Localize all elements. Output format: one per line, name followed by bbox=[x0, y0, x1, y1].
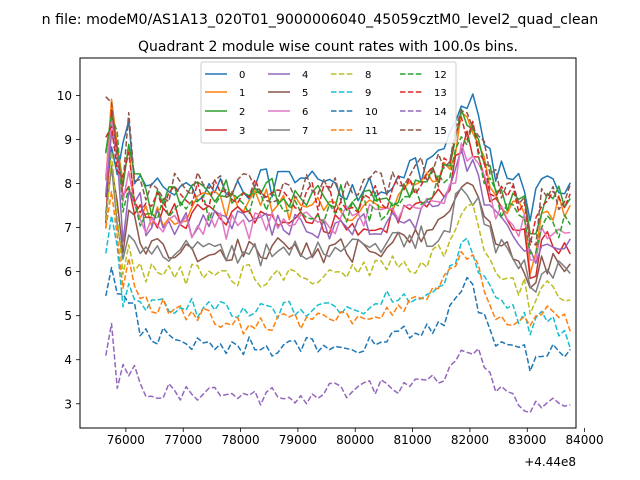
series-line-0 bbox=[105, 93, 571, 222]
legend-label-2: 2 bbox=[239, 107, 245, 118]
figure-suptitle: n file: modeM0/AS1A13_020T01_9000006040_… bbox=[42, 12, 599, 28]
y-tick-label: 4 bbox=[64, 353, 72, 367]
legend-label-8: 8 bbox=[365, 70, 371, 81]
legend-label-9: 9 bbox=[365, 88, 371, 99]
series-line-11 bbox=[105, 190, 571, 335]
y-tick-label: 9 bbox=[64, 133, 72, 147]
series-line-15 bbox=[105, 96, 571, 246]
legend-label-4: 4 bbox=[302, 70, 308, 81]
x-tick-label: 82000 bbox=[451, 433, 489, 447]
legend-label-1: 1 bbox=[239, 88, 245, 99]
series-line-3 bbox=[105, 109, 571, 280]
legend-label-3: 3 bbox=[239, 126, 245, 137]
x-tick-label: 77000 bbox=[164, 433, 202, 447]
legend-label-14: 14 bbox=[434, 107, 447, 118]
series-line-10 bbox=[105, 266, 571, 372]
legend-label-15: 15 bbox=[434, 126, 447, 137]
series-line-12 bbox=[105, 114, 571, 255]
plot-frame bbox=[79, 57, 577, 429]
legend-frame bbox=[200, 61, 457, 144]
series-line-2 bbox=[105, 108, 571, 235]
y-tick-label: 5 bbox=[64, 309, 72, 323]
y-tick-label: 7 bbox=[64, 221, 72, 235]
y-axis: 3 4 5 6 7 8 9 10 bbox=[57, 89, 80, 411]
y-tick-label: 3 bbox=[64, 397, 72, 411]
plot-lines bbox=[105, 93, 571, 414]
series-line-9 bbox=[105, 214, 571, 349]
x-tick-label: 80000 bbox=[336, 433, 374, 447]
x-tick-label: 78000 bbox=[221, 433, 259, 447]
y-tick-label: 8 bbox=[64, 177, 72, 191]
legend-label-5: 5 bbox=[302, 88, 308, 99]
legend-label-10: 10 bbox=[365, 107, 378, 118]
series-line-6 bbox=[105, 118, 571, 262]
x-offset-label: +4.44e8 bbox=[524, 455, 576, 469]
legend-label-7: 7 bbox=[302, 126, 308, 137]
x-tick-label: 84000 bbox=[566, 433, 604, 447]
series-line-13 bbox=[105, 116, 571, 246]
series-line-8 bbox=[105, 150, 571, 315]
chart-title: Quadrant 2 module wise count rates with … bbox=[138, 39, 518, 55]
legend-label-12: 12 bbox=[434, 70, 447, 81]
legend-label-11: 11 bbox=[365, 126, 378, 137]
series-line-5 bbox=[105, 166, 571, 289]
x-tick-label: 76000 bbox=[107, 433, 145, 447]
x-tick-label: 79000 bbox=[279, 433, 317, 447]
series-line-7 bbox=[105, 164, 571, 293]
series-line-14 bbox=[105, 322, 571, 414]
x-axis: 76000 77000 78000 79000 80000 81000 82000 83000… bbox=[107, 428, 604, 447]
legend-label-6: 6 bbox=[302, 107, 308, 118]
x-tick-label: 81000 bbox=[393, 433, 431, 447]
x-tick-label: 83000 bbox=[508, 433, 546, 447]
legend-label-0: 0 bbox=[239, 70, 245, 81]
y-tick-label: 6 bbox=[64, 265, 72, 279]
legend-label-13: 13 bbox=[434, 88, 447, 99]
y-tick-label: 10 bbox=[57, 89, 72, 103]
